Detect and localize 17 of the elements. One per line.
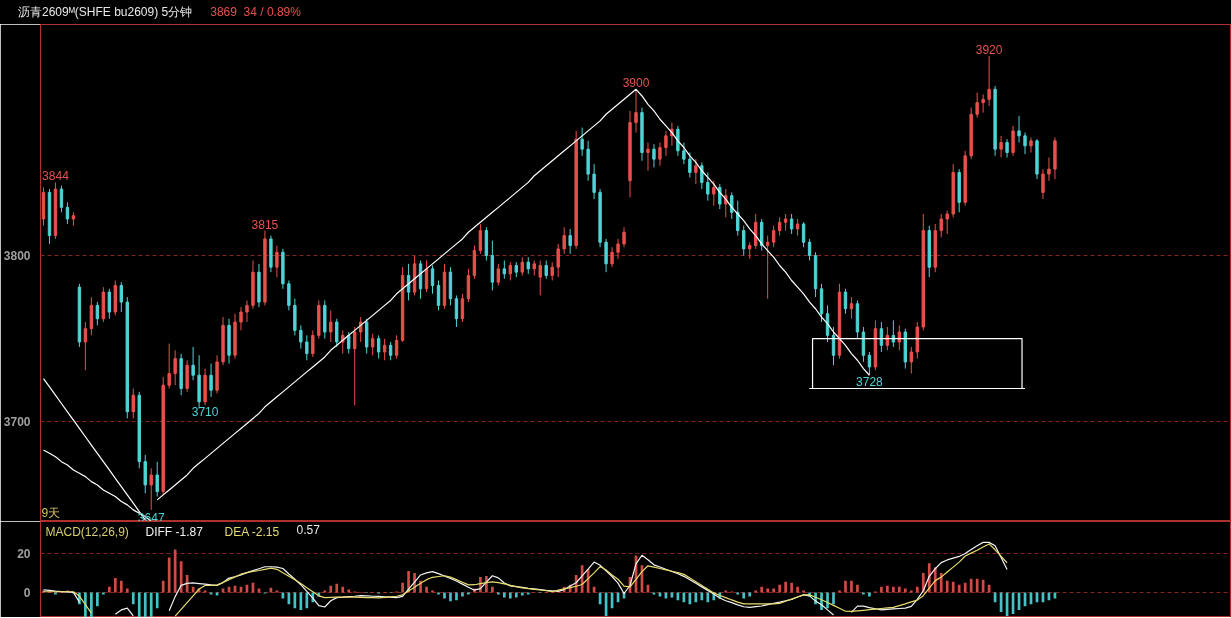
y-tick-label: 3800	[3, 249, 31, 264]
annotation: 3920	[975, 43, 1003, 58]
annotation: 3728	[856, 375, 884, 390]
text: DEA -2.15	[224, 524, 280, 539]
chart-title: MACD(12,26,9)	[45, 524, 129, 539]
y-tick-label: 3700	[3, 415, 31, 430]
y-tick-label: 0	[23, 586, 31, 601]
annotation: 3844	[42, 169, 70, 184]
annotation: 3815	[251, 217, 279, 232]
annotation: 0.57	[296, 522, 321, 537]
chart-title: 沥青2609ᴹ(SHFE bu2609) 5分钟	[18, 5, 193, 19]
y-tick-label: 20	[17, 547, 31, 561]
annotation: 9天	[41, 505, 61, 520]
chart-subtitle: 3869 34 / 0.89%	[210, 5, 301, 19]
text: DIFF -1.87	[145, 524, 203, 539]
annotation: 3710	[191, 405, 219, 420]
annotation: 3900	[622, 76, 650, 91]
